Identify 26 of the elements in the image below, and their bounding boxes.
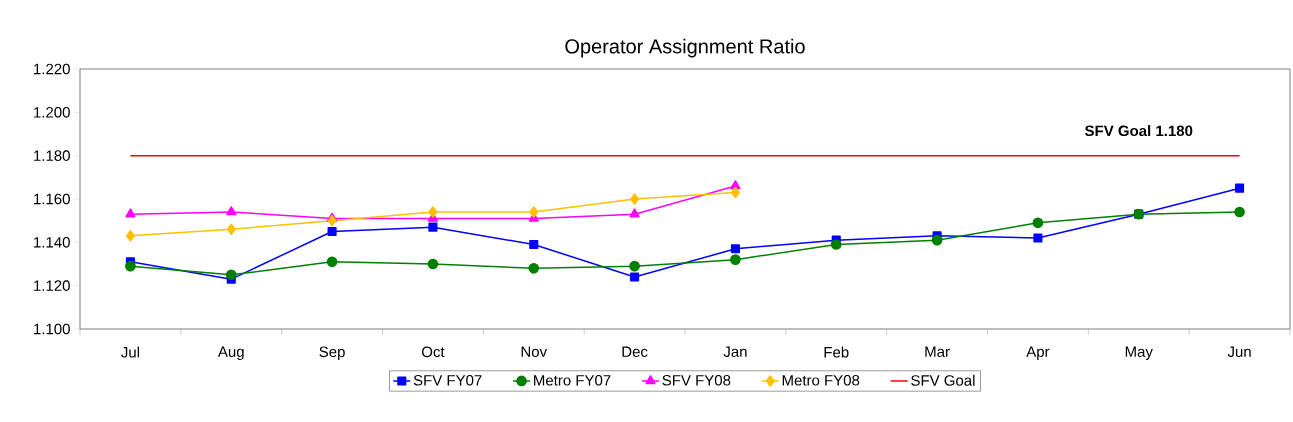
legend-label: Metro FY07 [534,374,611,386]
x-tick-label: Jul [121,346,139,358]
x-tick-label: Dec [622,346,648,357]
y-tick-label: 1.100 [34,323,70,335]
x-tick-label: Sep [319,346,345,361]
y-tick-label: 1.200 [34,107,70,118]
x-tick-label: Jan [723,346,747,357]
x-tick-label: Aug [217,346,244,360]
x-tick-label: Feb [824,346,849,358]
y-tick-label: 1.140 [34,237,70,248]
x-tick-label: Mar [925,346,950,357]
x-tick-label: Apr [1026,346,1050,360]
annotation: SFV Goal 1.180 [1084,125,1193,137]
x-tick-label: Jun [1227,346,1251,357]
y-tick-label: 1.120 [34,280,70,291]
legend-label: Metro FY08 [782,374,860,386]
y-tick-label: 1.180 [34,150,70,161]
chart-title: Operator Assignment Ratio [565,38,805,58]
x-tick-label: May [1125,346,1153,360]
y-tick-label: 1.160 [34,193,70,205]
legend-label: SFV FY08 [662,374,731,386]
y-tick-label: 1.220 [34,63,70,75]
legend-label: SFV FY07 [413,374,482,386]
x-tick-label: Oct [421,346,445,358]
x-tick-label: Nov [521,346,548,357]
legend-label: SFV Goal [911,374,975,386]
